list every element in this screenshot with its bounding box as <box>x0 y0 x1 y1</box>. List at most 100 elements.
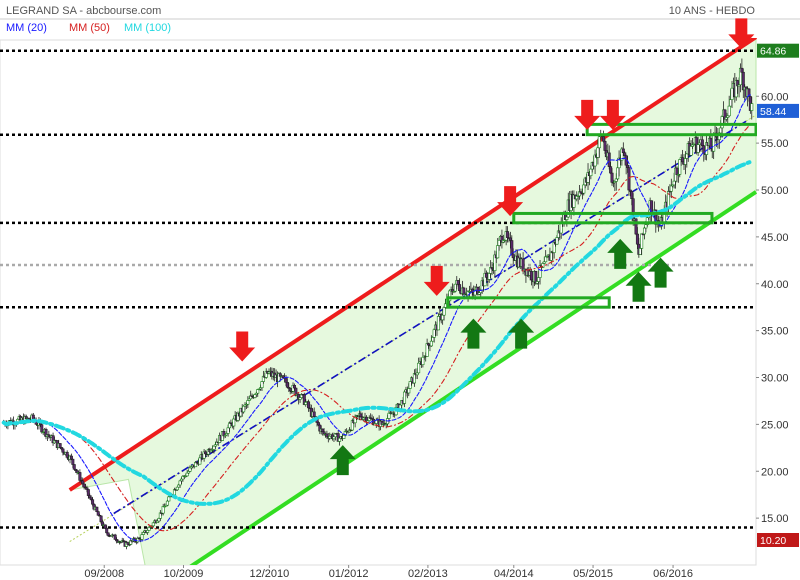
y-tick-label: 30.00 <box>761 373 789 385</box>
candle-body <box>198 457 202 465</box>
low-price-badge: 10.20 <box>757 533 799 547</box>
candle-body <box>69 455 73 460</box>
channel-layer <box>68 38 757 565</box>
candle-body <box>99 515 103 523</box>
candle-body <box>727 105 731 117</box>
candle-body <box>284 377 288 383</box>
candle-body <box>113 534 117 540</box>
candle-body <box>253 394 257 398</box>
candle-body <box>342 434 346 439</box>
candle-body <box>71 458 75 465</box>
candle-body <box>141 532 145 535</box>
candle-body <box>565 216 569 220</box>
resistance-down-arrow <box>574 99 601 130</box>
candle-body <box>260 381 264 388</box>
candle-body <box>544 256 548 263</box>
candle-body <box>712 135 716 152</box>
trend-line <box>113 119 750 515</box>
y-tick-label: 60.00 <box>761 91 789 103</box>
candle-body <box>678 159 682 175</box>
candle-body <box>644 224 648 229</box>
candle-body <box>549 251 553 261</box>
candle-body <box>78 472 82 481</box>
candle-body <box>700 139 704 146</box>
axes-layer: 15.00 20.00 25.00 30.00 35.00 40.00 45.00 50.00… <box>84 91 788 580</box>
support-up-arrow <box>625 271 652 302</box>
x-tick-label: 02/2013 <box>408 568 448 580</box>
candle-body <box>105 527 109 534</box>
candle-body <box>212 445 216 450</box>
candle-body <box>496 245 500 259</box>
candle-body <box>88 495 92 499</box>
candle-body <box>96 511 100 516</box>
x-tick-label: 05/2015 <box>573 568 613 580</box>
candle-body <box>103 524 107 529</box>
candle-body <box>31 414 35 420</box>
plot-frame <box>0 39 757 566</box>
candle-body <box>627 167 631 191</box>
candle-body <box>58 443 62 448</box>
candle-body <box>750 103 754 111</box>
candle-body <box>596 147 600 158</box>
y-tick-label: 35.00 <box>761 326 789 338</box>
candle-body <box>719 127 723 134</box>
last-price-badge: 58.44 <box>757 103 799 118</box>
resistance-down-arrow <box>599 99 626 130</box>
candle-body <box>511 253 515 259</box>
candle-body <box>185 472 189 477</box>
candle-body <box>683 158 687 165</box>
candle-body <box>387 412 391 419</box>
chart-period: 10 ANS - HEBDO <box>669 5 756 17</box>
candle-body <box>589 168 593 177</box>
y-tick-label: 45.00 <box>761 232 789 244</box>
candle-body <box>508 237 512 241</box>
candle-body <box>638 248 642 255</box>
candle-body <box>672 180 676 186</box>
moving-averages-layer <box>1 94 754 542</box>
candle-body <box>740 67 744 73</box>
candle-body <box>407 388 411 394</box>
candle-body <box>95 506 99 512</box>
candle-body <box>510 240 514 255</box>
resistance-down-arrow <box>423 265 450 296</box>
support-up-arrow <box>460 318 487 349</box>
candle-body <box>626 164 630 168</box>
candle-body <box>161 506 165 514</box>
high-price-badge: 64.86 <box>757 43 799 58</box>
support-boxes-layer <box>446 122 757 309</box>
candle-body <box>312 411 316 417</box>
candle-body <box>86 489 90 496</box>
candle-body <box>178 480 182 486</box>
y-tick-label: 15.00 <box>761 513 789 525</box>
candle-body <box>603 140 607 151</box>
candle-body <box>338 437 342 442</box>
candle-body <box>436 316 440 331</box>
candle-body <box>616 167 620 180</box>
support-up-arrow <box>508 318 535 349</box>
support-zone-box <box>512 211 714 225</box>
candle-body <box>497 239 501 246</box>
candle-body <box>147 527 151 531</box>
candle-body <box>729 99 733 107</box>
candle-body <box>165 500 169 506</box>
resistance-down-arrow <box>728 18 755 49</box>
candle-body <box>140 534 144 540</box>
moving-average-line <box>3 94 753 542</box>
candle-body <box>640 233 644 249</box>
candle-body <box>634 218 638 235</box>
candle-body <box>602 136 606 142</box>
candle-body <box>226 427 230 434</box>
candle-body <box>232 418 236 427</box>
channel-midline <box>69 114 757 542</box>
support-zone-box <box>446 296 611 309</box>
x-tick-label: 10/2009 <box>164 568 204 580</box>
candle-body <box>442 307 446 316</box>
low-price-label: 10.20 <box>760 535 786 547</box>
moving-average-line <box>1 159 754 506</box>
candle-body <box>421 356 425 365</box>
candle-body <box>288 388 292 392</box>
support-up-arrow <box>647 257 674 288</box>
candle-body <box>242 405 246 413</box>
candle-body <box>623 152 627 157</box>
candle-body <box>730 87 734 100</box>
